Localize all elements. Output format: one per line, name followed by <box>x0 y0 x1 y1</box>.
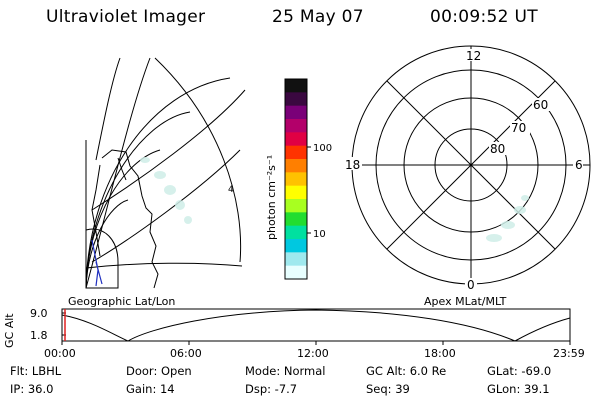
info-glat: GLat: -69.0 <box>487 366 551 378</box>
colorbar-band <box>285 212 307 226</box>
mlt-label-bottom: 0 <box>467 278 475 292</box>
y-tick-label: 1.8 <box>30 330 48 341</box>
colorbar-band <box>285 266 307 280</box>
geo-lon-line <box>96 58 120 160</box>
mlt-label-left: 18 <box>345 158 360 172</box>
colorbar-unit-label: photon cm⁻²s⁻¹ <box>265 155 278 240</box>
info-glon: GLon: 39.1 <box>487 384 550 396</box>
geo-map-label: Geographic Lat/Lon <box>68 296 175 307</box>
colorbar-band <box>285 106 307 120</box>
y-tick-label: 9.0 <box>30 308 48 319</box>
x-tick-label: 18:00 <box>424 348 456 359</box>
geo-lon-line <box>86 263 242 268</box>
colorbar <box>285 79 307 280</box>
polar-cap <box>86 229 118 288</box>
geo-lon-line <box>92 150 240 262</box>
info-flt: Flt: LBHL <box>10 366 61 378</box>
apex-map-label: Apex MLat/MLT <box>424 296 506 307</box>
colorbar-band <box>285 159 307 173</box>
colorbar-band <box>285 146 307 160</box>
info-door: Door: Open <box>126 366 192 378</box>
info-seq: Seq: 39 <box>366 384 410 396</box>
polar-plot <box>352 46 590 284</box>
geographic-map <box>86 58 245 288</box>
coastline <box>118 158 126 180</box>
geo-lat-arc <box>86 78 230 288</box>
colorbar-band <box>285 79 307 93</box>
x-tick-label: 00:00 <box>44 348 76 359</box>
colorbar-band <box>285 92 307 106</box>
colorbar-band <box>285 252 307 266</box>
colorbar-band <box>285 199 307 213</box>
colorbar-band <box>285 226 307 240</box>
colorbar-band <box>285 186 307 200</box>
geo-aurora <box>140 157 192 224</box>
gcalt-axis-label: GC Alt <box>4 313 15 348</box>
info-dsp: Dsp: -7.7 <box>245 384 297 396</box>
altitude-strip <box>62 309 570 345</box>
x-tick-label: 06:00 <box>170 348 202 359</box>
lat-label: 60 <box>533 98 548 112</box>
colorbar-tick-label: 10 <box>313 229 326 240</box>
info-ip: IP: 36.0 <box>10 384 53 396</box>
colorbar-tick-label: 100 <box>313 143 332 154</box>
lat-label: 80 <box>490 142 505 156</box>
info-gcalt: GC Alt: 6.0 Re <box>366 366 446 378</box>
mlt-label-right: 6 <box>575 158 583 172</box>
colorbar-band <box>285 132 307 146</box>
x-tick-label: 23:59 <box>553 348 585 359</box>
info-mode: Mode: Normal <box>245 366 325 378</box>
colorbar-band <box>285 119 307 133</box>
info-gain: Gain: 14 <box>126 384 175 396</box>
lat-label: 70 <box>511 121 526 135</box>
colorbar-band <box>285 239 307 253</box>
altitude-curve <box>62 310 570 341</box>
colorbar-band <box>285 172 307 186</box>
coastline <box>102 150 158 288</box>
geo-lon-marker: 4 <box>228 185 234 195</box>
x-tick-label: 12:00 <box>297 348 329 359</box>
mlt-label-top: 12 <box>466 49 481 63</box>
geo-lon-line <box>155 58 241 262</box>
